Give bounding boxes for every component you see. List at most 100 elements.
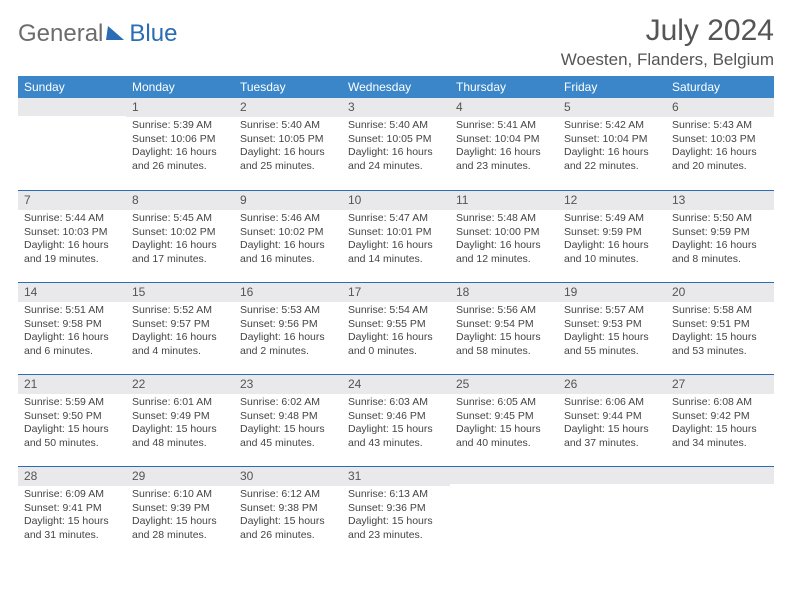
cell-line: Sunrise: 5:58 AM <box>672 304 770 317</box>
cell-body <box>558 484 666 488</box>
cell-line: Sunset: 10:03 PM <box>672 133 770 146</box>
calendar-cell: 30Sunrise: 6:12 AMSunset: 9:38 PMDayligh… <box>234 466 342 558</box>
cell-line: and 28 minutes. <box>132 529 230 542</box>
cell-line: and 58 minutes. <box>456 345 554 358</box>
cell-line: Daylight: 16 hours <box>672 239 770 252</box>
cell-body: Sunrise: 6:08 AMSunset: 9:42 PMDaylight:… <box>666 394 774 452</box>
cell-body: Sunrise: 6:06 AMSunset: 9:44 PMDaylight:… <box>558 394 666 452</box>
day-number: 6 <box>666 98 774 117</box>
cell-line: Sunset: 9:41 PM <box>24 502 122 515</box>
cell-line: Daylight: 15 hours <box>240 515 338 528</box>
cell-line: Sunset: 9:44 PM <box>564 410 662 423</box>
day-number <box>450 466 558 484</box>
day-number: 23 <box>234 374 342 394</box>
calendar-cell <box>558 466 666 558</box>
cell-line: Sunrise: 6:03 AM <box>348 396 446 409</box>
day-number <box>666 466 774 484</box>
cell-line: and 19 minutes. <box>24 253 122 266</box>
cell-line: and 4 minutes. <box>132 345 230 358</box>
calendar-row: 28Sunrise: 6:09 AMSunset: 9:41 PMDayligh… <box>18 466 774 558</box>
cell-line: and 8 minutes. <box>672 253 770 266</box>
day-number: 20 <box>666 282 774 302</box>
day-number: 11 <box>450 190 558 210</box>
calendar-cell: 14Sunrise: 5:51 AMSunset: 9:58 PMDayligh… <box>18 282 126 374</box>
cell-line: Sunrise: 6:12 AM <box>240 488 338 501</box>
cell-line: and 50 minutes. <box>24 437 122 450</box>
cell-line: Sunset: 9:58 PM <box>24 318 122 331</box>
cell-line: Daylight: 16 hours <box>456 239 554 252</box>
cell-line: Sunset: 10:03 PM <box>24 226 122 239</box>
calendar-cell: 12Sunrise: 5:49 AMSunset: 9:59 PMDayligh… <box>558 190 666 282</box>
cell-line: and 53 minutes. <box>672 345 770 358</box>
cell-line: and 48 minutes. <box>132 437 230 450</box>
cell-line: Sunset: 10:05 PM <box>348 133 446 146</box>
day-number: 7 <box>18 190 126 210</box>
day-number: 12 <box>558 190 666 210</box>
cell-line: and 26 minutes. <box>132 160 230 173</box>
cell-line: and 23 minutes. <box>456 160 554 173</box>
cell-line: Daylight: 16 hours <box>240 331 338 344</box>
cell-line: and 24 minutes. <box>348 160 446 173</box>
day-header: Monday <box>126 76 234 98</box>
cell-body: Sunrise: 5:58 AMSunset: 9:51 PMDaylight:… <box>666 302 774 360</box>
day-number: 9 <box>234 190 342 210</box>
calendar-cell: 23Sunrise: 6:02 AMSunset: 9:48 PMDayligh… <box>234 374 342 466</box>
cell-line: Sunset: 10:02 PM <box>132 226 230 239</box>
day-header: Sunday <box>18 76 126 98</box>
cell-line: Daylight: 15 hours <box>132 423 230 436</box>
calendar-cell: 9Sunrise: 5:46 AMSunset: 10:02 PMDayligh… <box>234 190 342 282</box>
cell-line: Daylight: 16 hours <box>456 146 554 159</box>
header: General Blue July 2024 Woesten, Flanders… <box>18 14 774 70</box>
cell-line: Daylight: 16 hours <box>564 146 662 159</box>
cell-line: Daylight: 16 hours <box>672 146 770 159</box>
calendar-cell: 13Sunrise: 5:50 AMSunset: 9:59 PMDayligh… <box>666 190 774 282</box>
cell-line: and 16 minutes. <box>240 253 338 266</box>
cell-line: Sunrise: 5:40 AM <box>240 119 338 132</box>
cell-body: Sunrise: 5:42 AMSunset: 10:04 PMDaylight… <box>558 117 666 175</box>
cell-line: Daylight: 15 hours <box>456 423 554 436</box>
calendar-cell: 25Sunrise: 6:05 AMSunset: 9:45 PMDayligh… <box>450 374 558 466</box>
cell-line: Sunset: 9:59 PM <box>672 226 770 239</box>
cell-body: Sunrise: 5:44 AMSunset: 10:03 PMDaylight… <box>18 210 126 268</box>
cell-line: and 34 minutes. <box>672 437 770 450</box>
cell-body <box>18 116 126 120</box>
cell-line: Sunset: 10:04 PM <box>456 133 554 146</box>
calendar-cell: 15Sunrise: 5:52 AMSunset: 9:57 PMDayligh… <box>126 282 234 374</box>
calendar-cell <box>450 466 558 558</box>
calendar-cell: 10Sunrise: 5:47 AMSunset: 10:01 PMDaylig… <box>342 190 450 282</box>
calendar-cell: 27Sunrise: 6:08 AMSunset: 9:42 PMDayligh… <box>666 374 774 466</box>
cell-line: and 45 minutes. <box>240 437 338 450</box>
cell-line: Sunrise: 5:46 AM <box>240 212 338 225</box>
cell-line: Sunrise: 5:43 AM <box>672 119 770 132</box>
cell-line: Sunset: 10:02 PM <box>240 226 338 239</box>
calendar-cell <box>666 466 774 558</box>
day-header: Tuesday <box>234 76 342 98</box>
day-number: 4 <box>450 98 558 117</box>
cell-body: Sunrise: 6:01 AMSunset: 9:49 PMDaylight:… <box>126 394 234 452</box>
cell-line: Sunset: 10:05 PM <box>240 133 338 146</box>
cell-body: Sunrise: 5:57 AMSunset: 9:53 PMDaylight:… <box>558 302 666 360</box>
calendar-cell: 21Sunrise: 5:59 AMSunset: 9:50 PMDayligh… <box>18 374 126 466</box>
calendar-cell: 17Sunrise: 5:54 AMSunset: 9:55 PMDayligh… <box>342 282 450 374</box>
calendar-row: 7Sunrise: 5:44 AMSunset: 10:03 PMDayligh… <box>18 190 774 282</box>
day-number: 27 <box>666 374 774 394</box>
cell-line: Sunrise: 5:56 AM <box>456 304 554 317</box>
cell-line: Daylight: 15 hours <box>348 423 446 436</box>
logo: General Blue <box>18 14 177 48</box>
calendar-table: SundayMondayTuesdayWednesdayThursdayFrid… <box>18 76 774 558</box>
day-number: 29 <box>126 466 234 486</box>
cell-line: Sunset: 9:48 PM <box>240 410 338 423</box>
cell-line: and 6 minutes. <box>24 345 122 358</box>
calendar-cell <box>18 98 126 190</box>
cell-line: Sunrise: 6:09 AM <box>24 488 122 501</box>
cell-body: Sunrise: 5:51 AMSunset: 9:58 PMDaylight:… <box>18 302 126 360</box>
cell-line: Daylight: 16 hours <box>348 331 446 344</box>
cell-line: and 20 minutes. <box>672 160 770 173</box>
calendar-page: General Blue July 2024 Woesten, Flanders… <box>0 0 792 568</box>
title-block: July 2024 Woesten, Flanders, Belgium <box>561 14 774 70</box>
cell-body: Sunrise: 5:47 AMSunset: 10:01 PMDaylight… <box>342 210 450 268</box>
calendar-cell: 24Sunrise: 6:03 AMSunset: 9:46 PMDayligh… <box>342 374 450 466</box>
calendar-cell: 4Sunrise: 5:41 AMSunset: 10:04 PMDayligh… <box>450 98 558 190</box>
day-number: 2 <box>234 98 342 117</box>
cell-line: Sunrise: 5:44 AM <box>24 212 122 225</box>
